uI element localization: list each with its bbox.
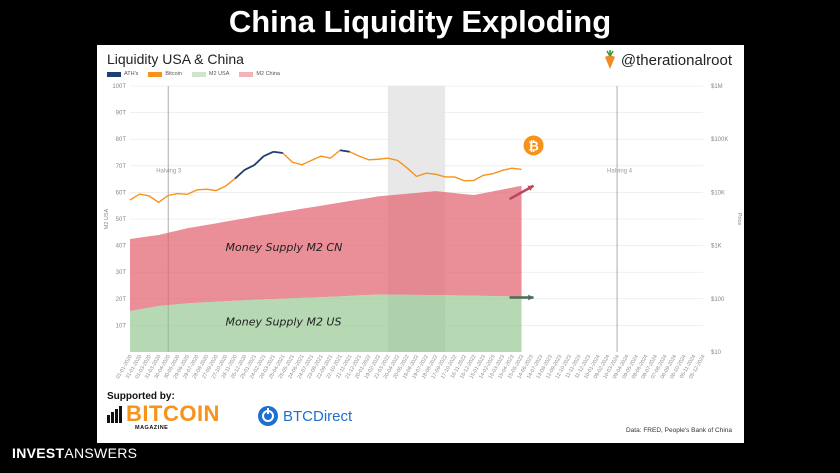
legend-bitcoin-label: Bitcoin bbox=[165, 71, 182, 77]
halving-label: Halving 3 bbox=[156, 168, 182, 174]
bitcoin-magazine-logo[interactable]: BITCOIN MAGAZINE bbox=[107, 401, 220, 431]
chart-card: Liquidity USA & China @therationalroot A… bbox=[97, 45, 744, 443]
btcdirect-word: BTCDirect bbox=[283, 407, 353, 425]
legend-ath[interactable]: ATH's bbox=[107, 71, 138, 77]
usa-flat-arrow-head bbox=[528, 294, 534, 301]
left-tick-label: 10T bbox=[116, 323, 127, 329]
m2-usa-area bbox=[130, 294, 522, 352]
legend-m2-usa-label: M2 USA bbox=[208, 71, 230, 77]
investanswers-brand: INVESTANSWERS bbox=[12, 445, 137, 461]
slide-title: China Liquidity Exploding bbox=[228, 4, 612, 39]
ath-segment bbox=[263, 150, 274, 157]
legend-m2-usa-swatch bbox=[191, 71, 206, 77]
chart-title: Liquidity USA & China bbox=[107, 51, 244, 67]
right-tick-label: $100 bbox=[711, 297, 725, 303]
right-tick-label: $1K bbox=[711, 244, 722, 250]
ath-segment bbox=[273, 150, 283, 154]
legend-m2-china-label: M2 China bbox=[256, 71, 280, 77]
right-tick-label: $1M bbox=[711, 84, 723, 90]
bitcoin-line bbox=[129, 149, 522, 204]
left-tick-label: 70T bbox=[116, 164, 127, 170]
left-axis-title: M2 USA bbox=[104, 208, 110, 229]
brand-bold: INVEST bbox=[12, 445, 65, 461]
right-tick-label: $10 bbox=[711, 350, 722, 356]
legend-m2-usa[interactable]: M2 USA bbox=[191, 71, 230, 77]
bitcoin-logo-sub: MAGAZINE bbox=[135, 425, 169, 431]
left-tick-label: 30T bbox=[116, 270, 127, 276]
btcdirect-logo[interactable]: BTCDirect bbox=[257, 405, 352, 427]
halving-label: Halving 4 bbox=[607, 168, 633, 174]
legend-m2-china-swatch bbox=[239, 71, 254, 77]
bitcoin-logo-word: BITCOIN bbox=[126, 401, 220, 426]
handle-text: @therationalroot bbox=[620, 51, 732, 69]
data-source: Data: FRED, People's Bank of China bbox=[625, 427, 732, 434]
supported-by-label: Supported by: bbox=[107, 391, 175, 402]
right-tick-label: $100K bbox=[711, 137, 728, 143]
btcdirect-icon bbox=[258, 406, 278, 426]
right-tick-label: $10K bbox=[711, 190, 725, 196]
bitcoin-coin-circle bbox=[523, 135, 544, 156]
legend-bitcoin-swatch bbox=[148, 71, 163, 77]
ath-segment bbox=[244, 164, 255, 171]
ath-segment bbox=[253, 155, 265, 166]
overlay-label-m2-us: Money Supply M2 US bbox=[226, 315, 342, 328]
left-tick-label: 60T bbox=[116, 190, 127, 196]
legend-bitcoin[interactable]: Bitcoin bbox=[148, 71, 182, 77]
bitcoin-magazine-bars-icon bbox=[107, 405, 122, 423]
left-tick-label: 50T bbox=[116, 217, 127, 223]
m2-china-area bbox=[130, 185, 522, 312]
left-tick-label: 90T bbox=[116, 111, 127, 117]
ath-segment bbox=[234, 169, 246, 180]
left-tick-label: 40T bbox=[116, 244, 127, 250]
china-growth-arrow-head bbox=[527, 185, 534, 191]
ath-segment bbox=[339, 149, 350, 153]
twitter-handle[interactable]: @therationalroot bbox=[603, 50, 732, 70]
chart-legend: ATH's Bitcoin M2 USA M2 China bbox=[107, 71, 280, 77]
legend-ath-swatch bbox=[107, 71, 121, 77]
legend-ath-label: ATH's bbox=[124, 71, 139, 77]
overlay-label-m2-cn: Money Supply M2 CN bbox=[226, 241, 343, 254]
bitcoin-coin-icon: ₿ bbox=[523, 135, 544, 156]
carrot-icon bbox=[604, 50, 615, 69]
brand-light: ANSWERS bbox=[64, 445, 138, 461]
left-tick-label: 20T bbox=[116, 297, 127, 303]
left-tick-label: 80T bbox=[116, 137, 127, 143]
chart-plot: 10T 20T 30T 40T 50T 60T 70T 80T 90T 100T $10 $100 $1… bbox=[104, 84, 742, 380]
left-tick-label: 100T bbox=[112, 84, 126, 90]
legend-m2-china[interactable]: M2 China bbox=[239, 71, 280, 77]
bitcoin-coin-glyph: ₿ bbox=[528, 139, 539, 154]
right-axis-title: Price bbox=[736, 213, 742, 226]
